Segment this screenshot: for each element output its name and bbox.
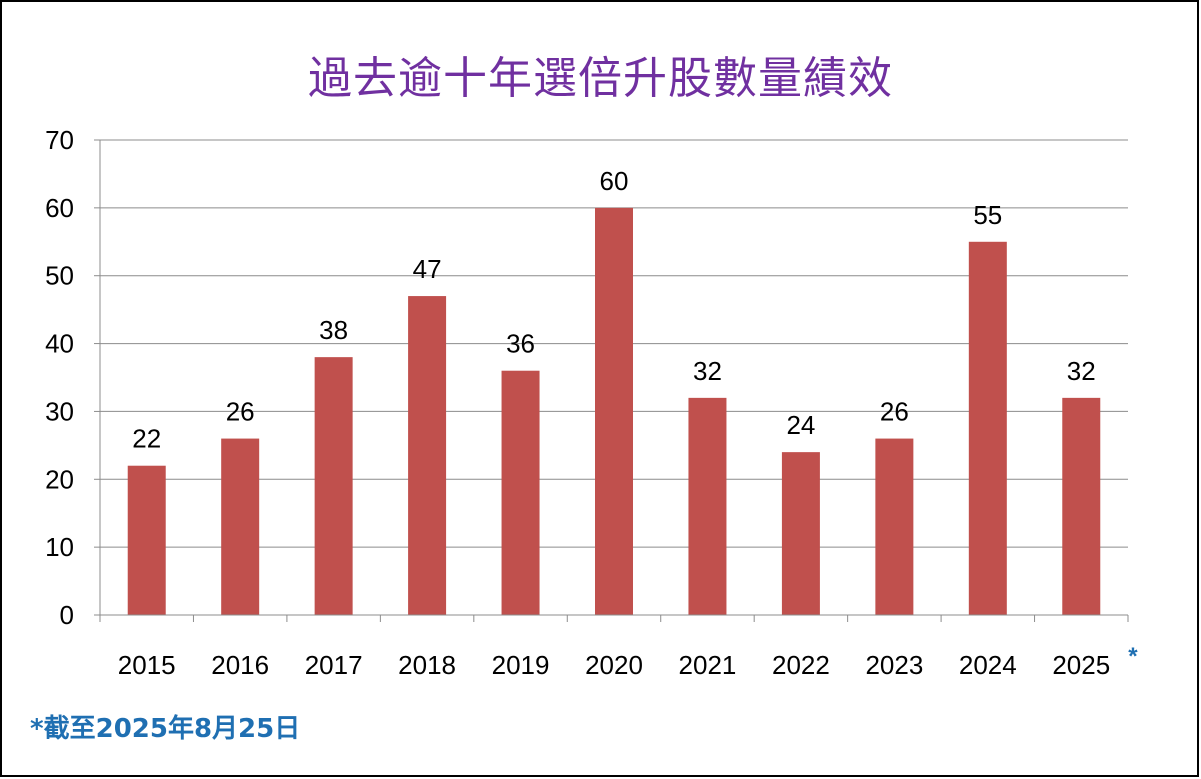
bar-2025	[1062, 397, 1101, 615]
data-label: 55	[973, 200, 1002, 230]
bar-2019	[501, 370, 540, 615]
data-label: 36	[506, 329, 535, 359]
x-tick-marker: *	[1128, 643, 1138, 670]
bar-2016	[221, 438, 260, 615]
bar-2023	[875, 438, 914, 615]
data-label: 32	[1067, 356, 1096, 386]
data-labels: 22 26 38 47 36 60 32 24 26 55 32	[132, 166, 1095, 454]
y-tick-label: 70	[45, 125, 74, 155]
x-tick-label: 2015	[118, 650, 176, 680]
x-tick-label: 2018	[398, 650, 456, 680]
data-label: 60	[600, 166, 629, 196]
y-tick-label: 10	[45, 532, 74, 562]
bars	[127, 207, 1101, 616]
bar-2024	[968, 241, 1007, 616]
y-tick-labels: 0 10 20 30 40 50 60 70	[45, 125, 74, 630]
x-tick-label: 2023	[865, 650, 923, 680]
bar-2020	[595, 207, 633, 615]
x-tick-labels: 2015 2016 2017 2018 2019 2020 2021 2022 2023 2024…	[118, 643, 1138, 680]
data-label: 22	[132, 424, 161, 454]
x-tick-label: 2016	[211, 650, 269, 680]
bar-2017	[314, 357, 353, 615]
bar-2022	[781, 452, 820, 615]
x-tick-label: 2017	[305, 650, 363, 680]
data-label: 26	[226, 397, 255, 427]
data-label: 24	[786, 410, 815, 440]
y-tick-label: 60	[45, 193, 74, 223]
data-label: 38	[319, 315, 348, 345]
y-tick-label: 40	[45, 329, 74, 359]
y-tick-label: 0	[60, 600, 74, 630]
footnote: *截至2025年8月25日	[30, 714, 301, 744]
data-label: 47	[413, 254, 442, 284]
x-tick-label: 2022	[772, 650, 830, 680]
axes	[94, 139, 1129, 622]
y-tick-label: 20	[45, 464, 74, 494]
y-tick-label: 30	[45, 396, 74, 426]
bar-2018	[408, 296, 447, 615]
x-tick-label: 2024	[959, 650, 1017, 680]
chart-title: 過去逾十年選倍升股數量績效	[308, 53, 893, 104]
x-tick-label: 2021	[679, 650, 737, 680]
x-tick-label: 2020	[585, 650, 643, 680]
bar-2015	[127, 465, 166, 615]
bar-2021	[688, 397, 727, 615]
x-tick-label: 2019	[492, 650, 550, 680]
x-tick-label: 2025	[1052, 650, 1110, 680]
data-label: 32	[693, 356, 722, 386]
data-label: 26	[880, 397, 909, 427]
y-tick-label: 50	[45, 261, 74, 291]
